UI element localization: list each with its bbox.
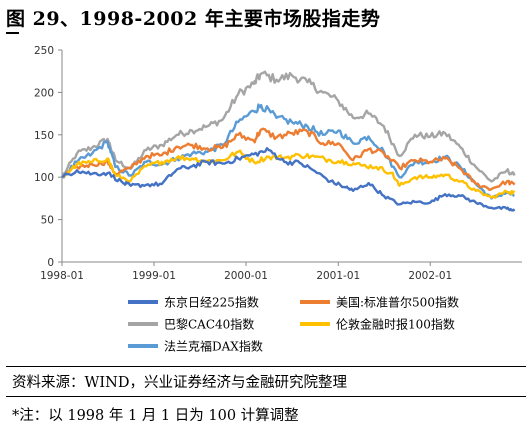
chart-series-lines [60,70,516,212]
figure-source: 资料来源：WIND，兴业证券经济与金融研究院整理 [12,375,347,391]
x-tick-label: 2002-01 [408,270,452,282]
legend-label: 美国:标准普尔500指数 [336,295,459,310]
source-rule [6,366,526,367]
series-line [61,147,516,212]
x-tick-label: 1998-01 [40,270,84,282]
legend-label: 东京日经225指数 [164,295,259,310]
note-rule [6,396,526,397]
line-chart: 0 50 100 150 200 250 1998-01 1999-01 2000-01 2001… [34,45,522,354]
legend-label: 法兰克福DAX指数 [164,339,263,354]
y-tick-label: 100 [34,172,54,184]
series-line [61,149,516,199]
y-tick-label: 200 [34,87,54,99]
legend-label: 伦敦金融时报100指数 [336,317,455,332]
x-tick-label: 2000-01 [224,270,268,282]
y-tick-label: 50 [41,215,54,227]
chart-axes: 0 50 100 150 200 250 1998-01 1999-01 2000-01 2001… [34,45,522,282]
figure-title: 图 29、1998-2002 年主要市场股指走势 [6,8,381,30]
legend-label: 巴黎CAC40指数 [164,317,254,332]
x-tick-label: 2001-01 [316,270,360,282]
y-tick-label: 0 [47,257,54,269]
y-tick-label: 150 [34,130,54,142]
series-line [61,127,516,192]
figure-note: *注：以 1998 年 1 月 1 日为 100 计算调整 [12,408,299,424]
title-rule [6,32,19,34]
y-tick-label: 250 [34,45,54,57]
x-tick-label: 1999-01 [132,270,176,282]
